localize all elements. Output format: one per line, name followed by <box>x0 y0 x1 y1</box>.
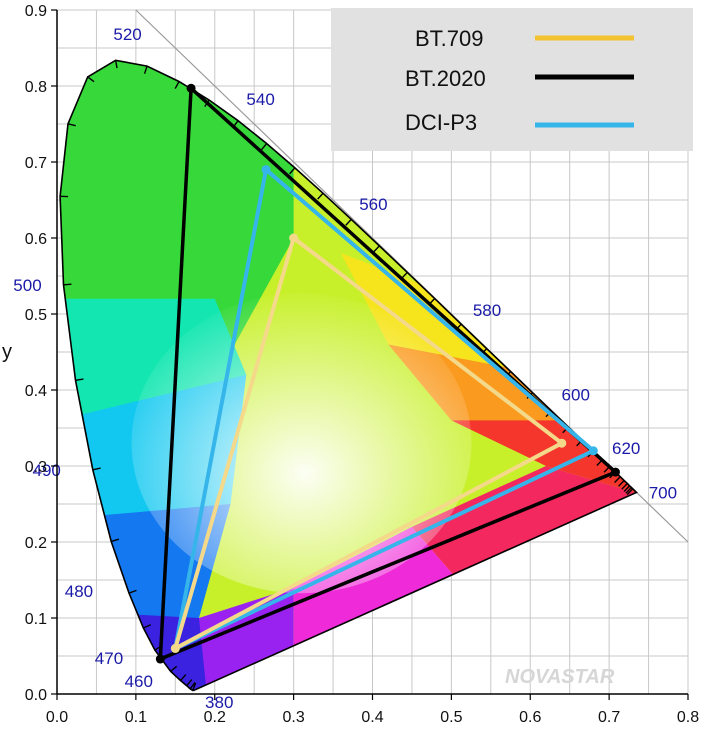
locus-tick <box>192 682 197 691</box>
locus-tick <box>87 76 95 83</box>
wavelength-label-600: 600 <box>562 386 590 405</box>
locus-tick <box>110 538 120 543</box>
locus-tick <box>128 589 137 594</box>
y-tick-label: 0.9 <box>25 3 47 20</box>
locus-tick <box>345 218 352 226</box>
axes: 0.0 0.1 0.2 0.3 0.4 0.5 0.6 0.7 0.8 0.0 0.1 0.2 0.3 0… <box>25 3 699 726</box>
x-tick-label: 0.8 <box>677 709 699 726</box>
legend-label-bt709: BT.709 <box>415 26 484 51</box>
wavelength-label-500: 500 <box>13 276 41 295</box>
y-tick-label: 0.7 <box>25 155 47 172</box>
legend-label-bt2020: BT.2020 <box>405 66 486 91</box>
wavelength-label-460: 460 <box>125 672 153 691</box>
gamut-triangle-bt709 <box>173 236 564 651</box>
y-tick-label: 0.8 <box>25 79 47 96</box>
y-axis-label: y <box>2 341 12 363</box>
y-tick-label: 0.3 <box>25 459 47 476</box>
x-tick-label: 0.3 <box>283 709 305 726</box>
gamut-vertex <box>289 233 299 243</box>
y-tick-label: 0.1 <box>25 611 47 628</box>
gamut-vertex <box>588 446 598 456</box>
gamut-triangle-dcip3 <box>173 167 596 651</box>
y-tick-label: 0.6 <box>25 231 47 248</box>
wavelength-label-540: 540 <box>246 90 274 109</box>
gamut-vertex <box>155 654 165 664</box>
locus-tick <box>92 467 101 471</box>
legend-label-dcip3: DCI-P3 <box>405 110 477 135</box>
fill-red <box>451 412 637 497</box>
gamut-vertex <box>186 83 196 93</box>
wavelength-label-700: 700 <box>649 484 677 503</box>
x-tick-label: 0.2 <box>204 709 226 726</box>
y-tick-label: 0.0 <box>25 687 47 704</box>
locus-tick <box>614 476 621 483</box>
gamut-vertex <box>610 467 620 477</box>
y-tick-label: 0.4 <box>25 383 47 400</box>
locus-tick <box>174 81 180 89</box>
gamut-triangles <box>155 83 620 664</box>
legend-box <box>331 8 693 151</box>
locus-tick <box>373 245 380 253</box>
locus-tick <box>618 480 625 487</box>
x-tick-label: 0.0 <box>46 709 68 726</box>
locus-tick <box>261 143 268 151</box>
locus-tick <box>626 488 634 496</box>
wavelength-label-380: 380 <box>205 693 233 712</box>
locus-tick <box>179 674 187 682</box>
locus-tick <box>143 624 152 629</box>
wavelength-label-470: 470 <box>95 649 123 668</box>
locus-tick <box>143 65 148 74</box>
locus-tick <box>170 665 178 672</box>
locus-tick <box>289 167 296 175</box>
locus-tick <box>75 378 84 382</box>
gamut-triangle-bt2020 <box>158 86 618 661</box>
y-tick-label: 0.2 <box>25 535 47 552</box>
watermark-logo: NOVASTAR <box>505 666 615 688</box>
wavelength-label-620: 620 <box>612 439 640 458</box>
gamut-vertex <box>261 165 271 175</box>
locus-tick <box>114 60 118 69</box>
wavelength-label-480: 480 <box>65 582 93 601</box>
gamut-vertex <box>170 643 180 653</box>
gamut-vertex <box>557 438 567 448</box>
x-tick-label: 0.6 <box>519 709 541 726</box>
locus-tick <box>189 681 196 690</box>
locus-tick <box>63 283 72 286</box>
locus-tick <box>623 485 631 493</box>
x-tick-label: 0.4 <box>361 709 383 726</box>
locus-tick <box>317 192 324 200</box>
locus-tick <box>67 123 76 127</box>
wavelength-label-580: 580 <box>473 301 501 320</box>
legend: BT.709 BT.2020 DCI-P3 <box>331 8 693 151</box>
locus-tick <box>625 487 632 494</box>
wavelength-label-520: 520 <box>113 25 141 44</box>
wavelength-label-560: 560 <box>359 195 387 214</box>
locus-tick <box>621 482 628 490</box>
x-tick-label: 0.5 <box>440 709 462 726</box>
y-tick-label: 0.5 <box>25 307 47 324</box>
x-tick-label: 0.1 <box>125 709 147 726</box>
x-tick-label: 0.7 <box>598 709 620 726</box>
fill-white-point <box>131 293 472 594</box>
locus-tick <box>186 679 193 687</box>
locus-tick <box>401 271 408 279</box>
